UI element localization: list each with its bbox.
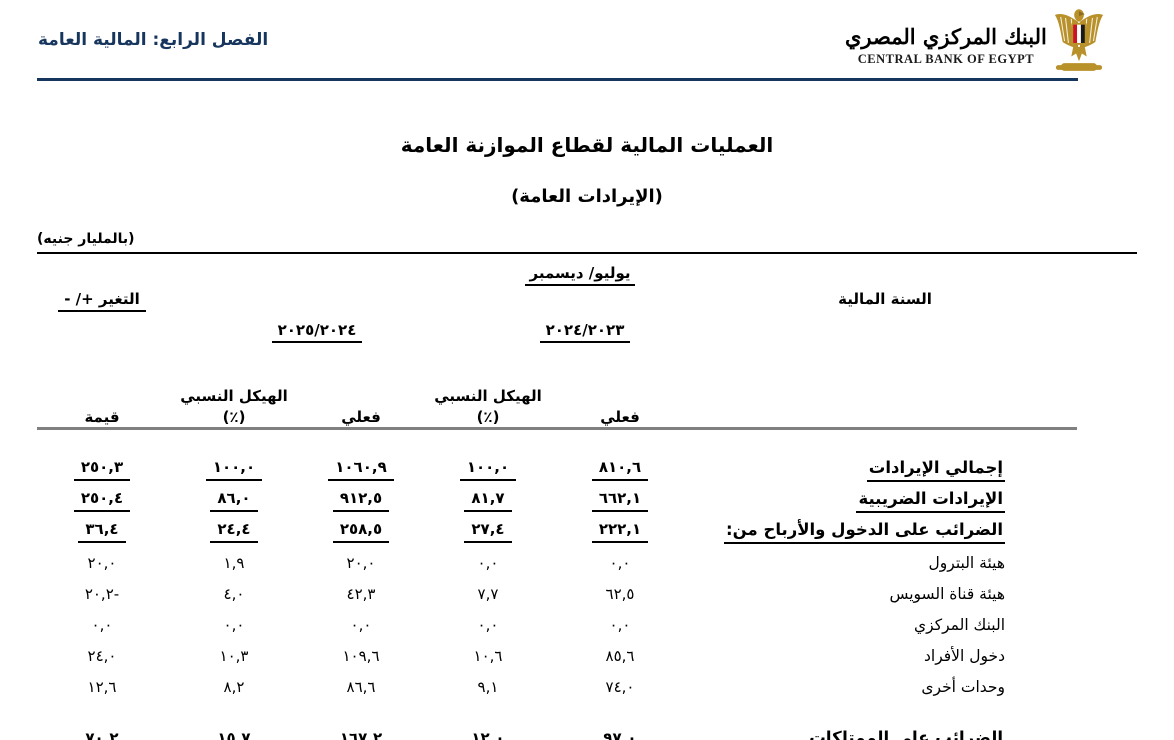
value-cell: ١٠٠,٠ [459,458,517,481]
value-cell: ٠,٠ [609,553,631,572]
value-cell: ٢٥٠,٣ [73,458,131,481]
row-label: هيئة قناة السويس [889,584,1005,603]
value-cell: ١٠٦٠,٩ [328,458,394,481]
table-row-suez-canal-authority: هيئة قناة السويس ٦٢,٥ ٧,٧ ٤٢,٣ ٤,٠ ٢٠,٢- [37,578,1005,609]
value-cell: ٠,٠ [609,615,631,634]
value-cell: ٦٦٢,١ [591,489,649,512]
table-body-separator-line [37,427,1077,430]
relative-structure-subheader-previous: الهيكل النسبي [434,387,542,405]
table-row-other-units: وحدات أخرى ٧٤,٠ ٩,١ ٨٦,٦ ٨,٢ ١٢,٦ [37,671,1005,702]
unit-note-row: (بالمليار جنيه) [37,228,1137,254]
value-cell: ٠,٠ [223,615,245,634]
value-cell: ٧٤,٠ [605,677,635,696]
table-row-individual-incomes: دخول الأفراد ٨٥,٦ ١٠,٦ ١٠٩,٦ ١٠,٣ ٢٤,٠ [37,640,1005,671]
percent-sign-current: (٪) [222,408,246,426]
row-label: وحدات أخرى [921,677,1005,696]
page-subtitle: (الإيرادات العامة) [511,186,663,207]
actual-subheader-previous: فعلي [600,408,640,426]
period-header: يوليو/ ديسمبر [500,263,660,286]
value-cell: ٢٥٨,٥ [332,520,390,543]
change-column-header: التغير +/ - [58,290,146,312]
table-row-petroleum-authority: هيئة البترول ٠,٠ ٠,٠ ٢٠,٠ ١,٩ ٢٠,٠ [37,547,1005,578]
value-cell: ٩,١ [477,677,499,696]
value-cell: ٢٠,٠ [87,553,117,572]
relative-structure-subheader-current: الهيكل النسبي [180,387,288,405]
value-cell: ٢٠,٢- [84,584,120,603]
logo-arabic-name: البنك المركزي المصري [845,23,1047,49]
value-cell: ٣٦,٤ [78,520,126,543]
chapter-heading: الفصل الرابع: المالية العامة [38,30,269,50]
year-current-header: ٢٠٢٥/٢٠٢٤ [271,321,363,343]
table-row-income-profit-taxes: الضرائب على الدخول والأرباح من: ٢٢٢,١ ٢٧… [37,516,1005,547]
central-bank-logo: البنك المركزي المصري CENTRAL BANK OF EGY… [845,6,1103,82]
value-cell: ٠,٠ [477,615,499,634]
row-label: البنك المركزي [914,615,1005,634]
row-label: الإيرادات الضريبية [856,489,1005,513]
header-row-subcolumns: فعلي الهيكل النسبي (٪) فعلي الهيكل النسب… [37,346,1005,454]
value-cell: ٢٠,٠ [346,553,376,572]
egypt-eagle-icon [1053,6,1105,82]
percent-sign-previous: (٪) [476,408,500,426]
row-label: الضرائب على الدخول والأرباح من: [724,520,1005,544]
value-cell: ٠,٠ [350,615,372,634]
logo-text: البنك المركزي المصري CENTRAL BANK OF EGY… [845,21,1047,68]
value-cell: ١٦٧,٢ [333,729,389,740]
value-cell: ٢٧,٤ [464,520,512,543]
unit-note: (بالمليار جنيه) [37,231,135,247]
logo-english-name: CENTRAL BANK OF EGYPT [857,52,1035,67]
header-row-years: ٢٠٢٤/٢٠٢٣ ٢٠٢٥/٢٠٢٤ [37,318,1005,346]
value-cell: ٠,٠ [91,615,113,634]
value-cell: ٨,٢ [223,677,245,696]
value-cell: ١٢,٦ [87,677,117,696]
value-cell: ٨١٠,٦ [591,458,649,481]
row-label: دخول الأفراد [924,646,1005,665]
value-cell: ٤٢,٣ [346,584,376,603]
value-cell: ٨٥,٦ [605,646,635,665]
row-label: الضرائب على الممتلكات [807,728,1005,740]
value-cell: ٢٤,٤ [210,520,258,543]
value-cell: ١٥,٧ [210,729,257,740]
value-cell: ٨٦,٠ [210,489,258,512]
value-cell: ١٠٠,٠ [205,458,263,481]
revenues-table: السنة المالية التغير +/ - ٢٠٢٤/٢٠٢٣ ٢٠٢٥… [37,290,1005,740]
table-row-tax-revenues: الإيرادات الضريبية ٦٦٢,١ ٨١,٧ ٩١٢,٥ ٨٦,٠… [37,485,1005,516]
value-cell: ١٢,٠ [464,729,511,740]
value-cell: ٤,٠ [223,584,245,603]
value-cell: ١,٩ [223,553,245,572]
value-cell: ٢٢٢,١ [591,520,649,543]
value-cell: ٨١,٧ [464,489,512,512]
year-previous-header: ٢٠٢٤/٢٠٢٣ [539,321,631,343]
header-divider-line [37,78,1078,81]
page-title: العمليات المالية لقطاع الموازنة العامة [400,133,774,157]
table-row-total-revenues: إجمالي الإيرادات ٨١٠,٦ ١٠٠,٠ ١٠٦٠,٩ ١٠٠,… [37,454,1005,485]
value-cell: ١٠٩,٦ [342,646,380,665]
row-label: هيئة البترول [928,553,1005,572]
value-cell: ٩١٢,٥ [332,489,390,512]
value-cell: ٢٤,٠ [87,646,117,665]
actual-subheader-current: فعلي [341,408,381,426]
value-cell: ٧,٧ [477,584,499,603]
table-row-property-taxes: الضرائب على الممتلكات ٩٧,٠ ١٢,٠ ١٦٧,٢ ١٥… [37,702,1005,740]
value-cell: ٧٠,٢ [78,729,125,740]
value-cell: ١٠,٦ [473,646,503,665]
value-cell: ٨٦,٦ [346,677,376,696]
value-cell: ٦٢,٥ [605,584,635,603]
table-row-central-bank: البنك المركزي ٠,٠ ٠,٠ ٠,٠ ٠,٠ ٠,٠ [37,609,1005,640]
value-subheader: قيمة [84,408,120,426]
fiscal-year-column-header: السنة المالية [838,290,932,308]
value-cell: ٩٧,٠ [596,729,643,740]
value-cell: ٢٥٠,٤ [73,489,131,512]
value-cell: ١٠,٣ [219,646,249,665]
row-label: إجمالي الإيرادات [866,458,1005,482]
header-row-top: السنة المالية التغير +/ - [37,290,1005,318]
value-cell: ٠,٠ [477,553,499,572]
